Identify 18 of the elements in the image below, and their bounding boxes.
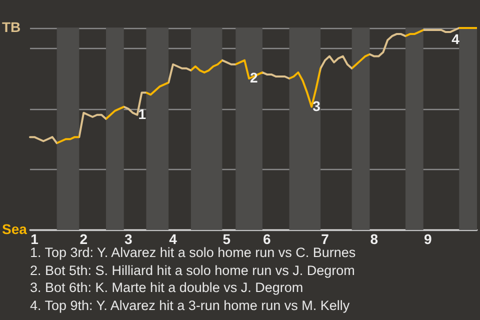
x-tick-label: 6 (263, 231, 272, 247)
text: 2. Bot 5th: S. Hilliard hit a solo home run vs J. Degrom (30, 262, 356, 279)
text: 1. Top 3rd: Y. Alvarez hit a solo home run vs C. Burnes (30, 244, 356, 262)
x-tick-label: 9 (424, 231, 432, 247)
x-tick-label: 1 (30, 231, 39, 247)
x-tick-label: 4 (169, 231, 178, 247)
annotation: 4 (452, 31, 460, 48)
x-tick-label: 7 (321, 231, 330, 247)
x-tick-label: 2 (80, 231, 88, 247)
x-tick-label: 8 (370, 231, 378, 247)
text: Sea (2, 221, 28, 237)
annotation: 1 (138, 106, 146, 122)
annotation: 3 (312, 98, 321, 114)
x-tick-label: 5 (222, 231, 231, 247)
text: 4. Top 9th: Y. Alvarez hit a 3-run home run vs M. Kelly (30, 296, 351, 314)
text: 3. Bot 6th: K. Marte hit a double vs J. Degrom (30, 279, 304, 296)
x-tick-label: 3 (124, 231, 132, 247)
text: TB (2, 19, 21, 35)
